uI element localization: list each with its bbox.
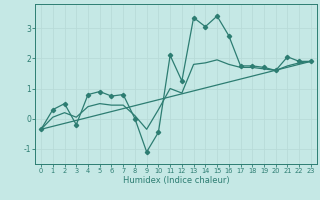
X-axis label: Humidex (Indice chaleur): Humidex (Indice chaleur) xyxy=(123,176,229,185)
